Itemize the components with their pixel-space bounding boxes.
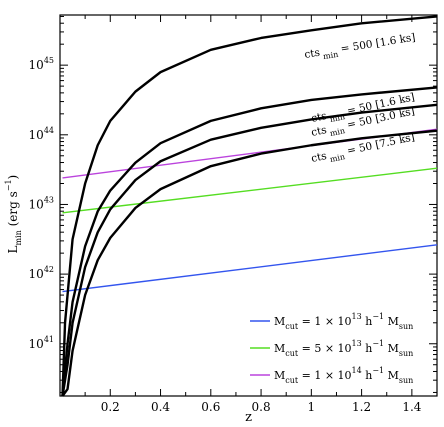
y-tick-label: 1043 — [29, 195, 54, 211]
axis-ticks: 0.2 0.4 0.6 0.8 1 1.2 1.4 1041 1042 1043 1044 1045 — [29, 15, 437, 414]
series-group — [61, 15, 438, 397]
count-threshold-curve — [61, 86, 438, 397]
curve-label: cts min = 500 [1.6 ks] — [304, 32, 417, 64]
plot-frame — [59, 14, 438, 397]
y-tick-label: 1045 — [29, 56, 54, 72]
x-tick-label: 0.4 — [151, 400, 170, 414]
legend-label: Mcut = 1 × 1013 h−1 Msun — [274, 312, 413, 331]
x-tick-label: 0.2 — [101, 400, 120, 414]
mass-cut-line — [62, 244, 438, 293]
x-axis-label: z — [245, 410, 252, 425]
y-tick-label: 1042 — [29, 265, 54, 281]
legend: Mcut = 1 × 1013 h−1 Msun Mcut = 5 × 1013 … — [250, 312, 413, 385]
count-threshold-curve — [61, 103, 438, 397]
curve-labels: cts min = 500 [1.6 ks]cts min = 50 [1.6 … — [304, 32, 417, 168]
y-tick-label: 1041 — [29, 335, 54, 351]
x-tick-label: 0.8 — [252, 400, 271, 414]
count-threshold-curve — [61, 15, 438, 397]
x-tick-label: 1.2 — [352, 400, 371, 414]
y-axis-label: Lmin (erg s−1) — [4, 175, 23, 254]
mass-cut-line — [62, 167, 438, 214]
x-tick-label: 1 — [308, 400, 316, 414]
curve-label: cts min = 50 [7.5 ks] — [310, 131, 416, 168]
legend-label: Mcut = 1 × 1014 h−1 Msun — [274, 366, 413, 385]
x-tick-label: 1.4 — [402, 400, 421, 414]
legend-label: Mcut = 5 × 1013 h−1 Msun — [274, 339, 413, 358]
y-tick-label: 1044 — [29, 126, 54, 142]
count-threshold-curve — [61, 129, 438, 397]
x-tick-label: 0.6 — [201, 400, 220, 414]
